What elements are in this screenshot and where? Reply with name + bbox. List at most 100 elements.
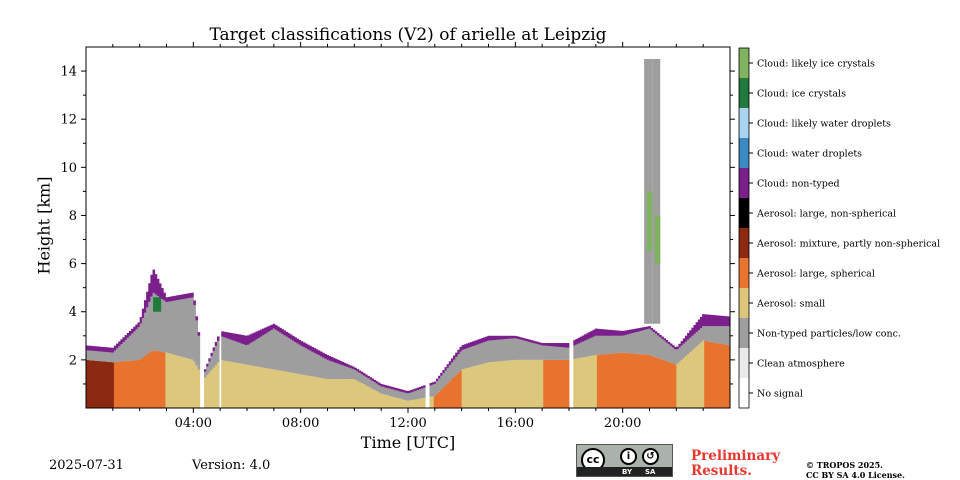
cloud-top-cell — [236, 334, 239, 342]
aerosol-cell — [371, 388, 375, 408]
nontyped-cell — [650, 330, 654, 356]
nontyped-cell — [553, 346, 557, 360]
aerosol-cell — [365, 385, 368, 408]
nontyped-cell — [463, 349, 467, 369]
nontyped-cell — [360, 374, 364, 384]
nontyped-cell — [135, 329, 138, 361]
cloud-top-cell — [281, 329, 284, 334]
cloud-top-cell — [292, 335, 295, 341]
aerosol-cell — [332, 379, 336, 408]
nontyped-cell — [562, 347, 566, 360]
aerosol-cell — [566, 359, 570, 408]
aerosol-cell — [264, 367, 267, 408]
cloud-top-cell — [156, 278, 160, 296]
aerosol-cell — [517, 359, 521, 408]
nontyped-cell — [511, 338, 514, 361]
aerosol-cell — [502, 360, 505, 408]
cloud-top-cell — [231, 333, 235, 341]
nontyped-cell — [347, 367, 351, 380]
cloud-top-cell — [210, 352, 214, 357]
nontyped-cell — [710, 326, 714, 343]
aerosol-cell — [105, 361, 108, 408]
aerosol-cell — [176, 355, 179, 408]
aerosol-cell — [534, 359, 538, 408]
aerosol-cell — [515, 359, 518, 408]
cloud-top-cell — [532, 340, 536, 344]
aerosol-cell — [444, 385, 448, 408]
cloud-top-cell — [169, 296, 173, 302]
cloud-top-cell — [577, 337, 581, 344]
aerosol-cell — [463, 368, 467, 408]
nontyped-cell — [618, 335, 621, 353]
nontyped-cell — [657, 335, 660, 359]
aerosol-cell — [603, 354, 606, 408]
aerosol-cell — [538, 359, 542, 408]
aerosol-cell — [508, 360, 512, 408]
nontyped-cell — [126, 337, 130, 361]
nontyped-cell — [708, 326, 712, 342]
nontyped-cell — [264, 333, 267, 368]
nontyped-cell — [508, 338, 512, 361]
aerosol-cell — [180, 356, 183, 408]
nontyped-cell — [345, 366, 349, 380]
nontyped-cell — [150, 296, 153, 352]
aerosol-cell — [526, 359, 529, 408]
cloud-top-cell — [611, 330, 615, 336]
aerosol-cell — [521, 359, 525, 408]
nontyped-cell — [526, 341, 529, 360]
aerosol-cell — [354, 379, 357, 408]
aerosol-cell — [472, 366, 475, 408]
aerosol-cell — [586, 356, 589, 408]
nontyped-cell — [231, 340, 235, 363]
aerosol-cell — [124, 361, 128, 408]
nontyped-cell — [403, 392, 407, 400]
nontyped-cell — [493, 340, 497, 362]
cloud-top-cell — [259, 329, 263, 337]
aerosol-cell — [174, 354, 177, 408]
nontyped-cell — [122, 342, 126, 362]
aerosol-cell — [433, 395, 437, 408]
aerosol-cell — [195, 365, 199, 408]
aerosol-cell — [120, 361, 123, 408]
nontyped-cell — [616, 335, 619, 354]
nontyped-cell — [223, 337, 226, 361]
aerosol-cell — [139, 359, 143, 408]
cloud-top-cell — [116, 343, 119, 349]
cloud-top-cell — [717, 315, 720, 327]
cloud-top-cell — [253, 332, 256, 341]
aerosol-cell — [659, 358, 662, 408]
cloud-top-cell — [309, 345, 312, 351]
aerosol-cell — [296, 373, 299, 408]
nontyped-cell — [302, 347, 306, 375]
aerosol-cell — [547, 359, 551, 408]
aerosol-cell — [680, 359, 684, 408]
nontyped-cell — [491, 340, 495, 362]
aerosol-cell — [251, 365, 254, 408]
nontyped-cell — [420, 388, 424, 399]
cloud-top-cell — [517, 336, 521, 340]
nontyped-cell — [94, 351, 98, 361]
nontyped-cell — [599, 335, 602, 355]
cloud-top-cell — [105, 347, 108, 353]
aerosol-cell — [478, 364, 482, 408]
cloud-top-cell — [502, 335, 505, 340]
cloud-top-cell — [710, 314, 714, 327]
aerosol-cell — [626, 353, 630, 408]
cloud-top-cell — [124, 335, 128, 340]
nontyped-cell — [665, 342, 669, 362]
nontyped-cell — [496, 339, 499, 362]
cloud-top-cell — [618, 330, 621, 336]
y-tick-label: 2 — [69, 353, 77, 368]
cloud-top-cell — [118, 341, 121, 347]
nontyped-cell — [189, 297, 192, 360]
legend-swatch — [739, 138, 749, 168]
aerosol-cell — [695, 346, 699, 408]
cloud-top-cell — [684, 335, 688, 342]
cloud-top-cell — [167, 296, 171, 302]
nontyped-cell — [169, 301, 173, 354]
nontyped-cell — [714, 326, 718, 343]
aerosol-cell — [367, 386, 370, 408]
cloud-top-cell — [605, 329, 609, 336]
cloud-top-cell — [459, 346, 463, 352]
cloud-top-cell — [161, 288, 164, 300]
